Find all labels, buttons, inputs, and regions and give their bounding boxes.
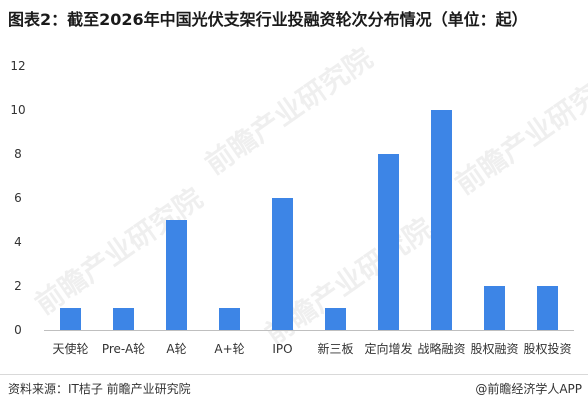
bar (219, 308, 240, 330)
x-tick-label: A轮 (166, 342, 186, 356)
bar (325, 308, 346, 330)
x-tick-label: A+轮 (214, 342, 244, 356)
x-tick-label: 股权投资 (523, 341, 571, 356)
bar (272, 198, 293, 330)
source-note: 资料来源：IT桔子 前瞻产业研究院 (8, 382, 191, 396)
x-tick-label: 定向增发 (364, 341, 412, 356)
x-tick-label: IPO (272, 342, 292, 356)
bar-chart: 0 2 4 6 8 10 12 天使轮 Pre-A轮 A轮 A+轮 IPO 新三板 定向增发 战略融资 股权融… (10, 59, 574, 356)
bar (113, 308, 134, 330)
bar (378, 154, 399, 330)
bar (60, 308, 81, 330)
y-tick-label: 10 (10, 103, 25, 117)
y-tick-label: 2 (14, 279, 22, 293)
credit-note: @前瞻经济学人APP (475, 382, 582, 396)
y-tick-label: 8 (14, 147, 22, 161)
y-tick-label: 6 (14, 191, 22, 205)
bar (484, 286, 505, 330)
footer: 资料来源：IT桔子 前瞻产业研究院 @前瞻经济学人APP (0, 374, 588, 408)
y-tick-label: 0 (14, 323, 22, 337)
y-tick-label: 4 (14, 235, 22, 249)
footer-divider (0, 374, 588, 375)
y-tick-label: 12 (10, 59, 25, 73)
bar (166, 220, 187, 330)
x-tick-label: 股权融资 (470, 342, 518, 356)
x-tick-label: 新三板 (317, 341, 353, 356)
x-tick-label: 战略融资 (417, 341, 465, 356)
x-tick-label: 天使轮 (52, 341, 88, 356)
bar (431, 110, 452, 330)
bar (537, 286, 558, 330)
x-tick-label: Pre-A轮 (102, 342, 145, 356)
chart-title: 图表2：截至2026年中国光伏支架行业投融资轮次分布情况（单位：起） (8, 10, 528, 29)
